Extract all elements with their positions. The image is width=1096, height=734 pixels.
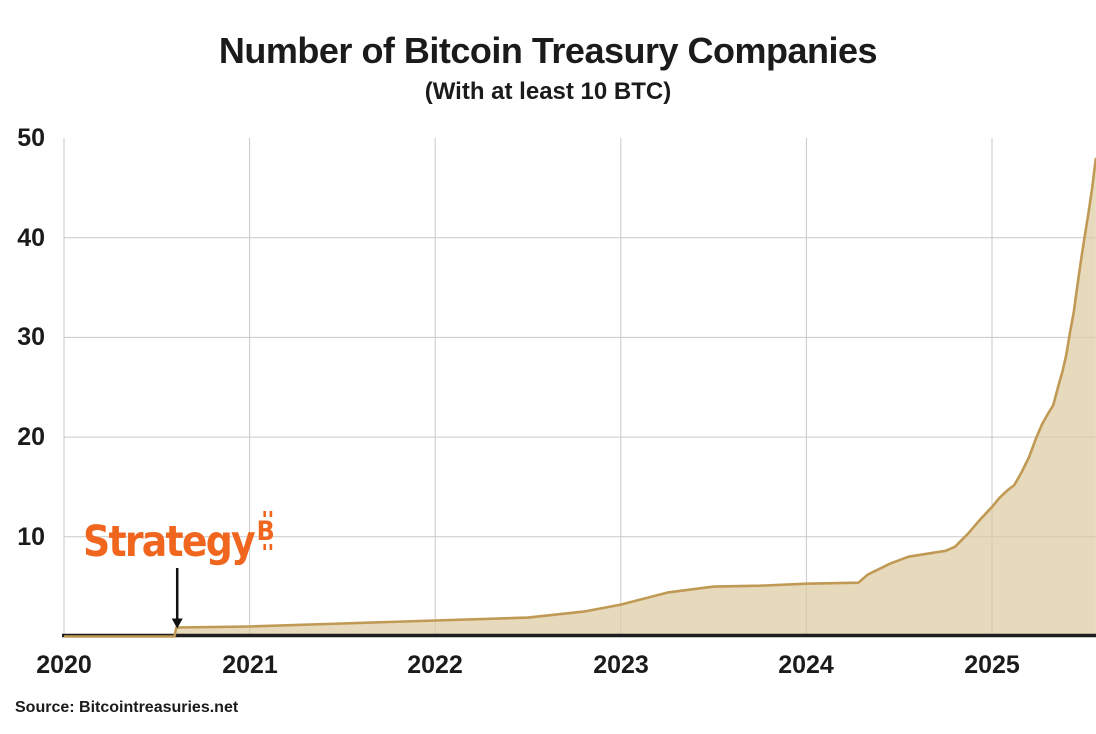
x-axis-label: 2023: [593, 651, 649, 679]
bitcoin-symbol-icon: B: [256, 511, 275, 550]
strategy-logo: StrategyB: [83, 511, 275, 567]
chart-subtitle: (With at least 10 BTC): [424, 78, 672, 105]
x-axis-label: 2021: [222, 651, 278, 679]
y-axis-label: 30: [17, 323, 45, 351]
source-caption: Source: Bitcointreasuries.net: [15, 699, 239, 716]
annotation-arrow: [171, 568, 183, 629]
x-axis-label: 2020: [36, 651, 92, 679]
x-axis-label: 2022: [407, 651, 463, 679]
area-line: [64, 157, 1096, 638]
x-axis-label: 2025: [964, 651, 1020, 679]
y-axis-label: 50: [17, 124, 45, 152]
chart-title: Number of Bitcoin Treasury Companies: [218, 30, 878, 71]
y-axis-label: 20: [17, 423, 45, 451]
area-fill: [64, 157, 1096, 637]
x-axis-label: 2024: [778, 651, 834, 679]
strategy-logo-text: Strategy: [83, 517, 256, 567]
y-axis-label: 40: [17, 224, 45, 252]
gridlines: [63, 138, 1096, 637]
y-axis-label: 10: [17, 523, 45, 551]
